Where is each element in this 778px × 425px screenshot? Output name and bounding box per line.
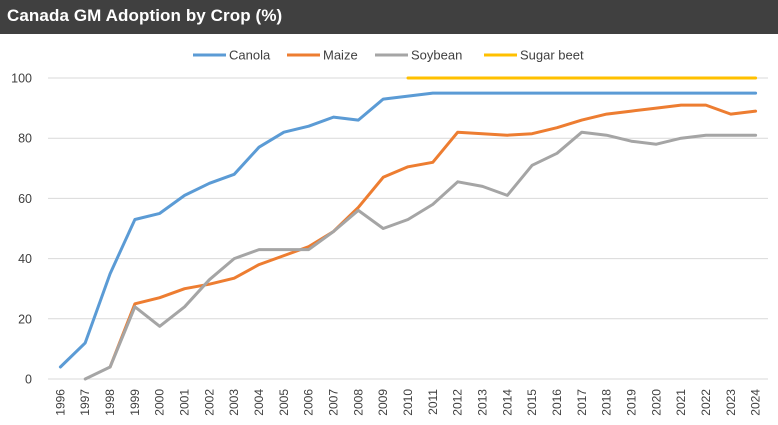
chart-title: Canada GM Adoption by Crop (%) [7,6,283,25]
y-tick-label: 60 [18,192,32,206]
x-tick-label: 2008 [351,389,365,416]
x-tick-label: 2018 [600,389,614,416]
x-tick-label: 1996 [53,389,67,416]
x-tick-label: 1997 [78,389,92,416]
x-tick-label: 2010 [401,389,415,416]
x-tick-label: 2007 [327,389,341,416]
legend-label-canola: Canola [229,48,271,63]
x-tick-label: 2021 [674,389,688,416]
x-tick-label: 2002 [202,389,216,416]
x-tick-label: 2011 [426,389,440,415]
series-lines [58,76,758,381]
x-tick-label: 2022 [699,389,713,416]
legend-label-soybean: Soybean [411,48,462,63]
x-tick-label: 2024 [749,389,763,416]
x-tick-label: 2003 [227,389,241,416]
x-tick-label: 2015 [525,389,539,416]
x-tick-label: 2020 [649,389,663,416]
x-tick-label: 2017 [575,389,589,416]
chart-title-bar: Canada GM Adoption by Crop (%) [0,0,778,34]
legend-label-maize: Maize [323,48,358,63]
y-tick-label: 100 [11,72,32,86]
x-tick-label: 2019 [624,389,638,416]
x-tick-label: 2009 [376,389,390,416]
y-tick-label: 20 [18,312,32,326]
x-tick-label: 2016 [550,389,564,416]
x-tick-label: 1999 [128,389,142,416]
x-tick-label: 2005 [277,389,291,416]
series-line-maize [108,103,758,369]
x-tick-label: 2023 [724,389,738,416]
y-tick-label: 80 [18,132,32,146]
y-tick-label: 0 [25,373,32,387]
series-line-soybean [83,130,758,381]
x-tick-label: 2004 [252,389,266,416]
x-tick-label: 2000 [153,389,167,416]
x-tick-label: 2014 [500,389,514,416]
y-tick-label: 40 [18,252,32,266]
x-axis-tick-labels: 1996 1997 1998 1999 2000 2001 2002 2003 2004 2005… [53,389,762,416]
legend-label-sugar-beet: Sugar beet [520,48,584,63]
series-line-canola [58,91,758,369]
x-tick-label: 2006 [302,389,316,416]
gridlines [48,77,768,380]
x-tick-label: 1998 [103,389,117,416]
line-chart: 0 20 40 60 80 100 1996 1997 1998 1999 2000 2001 200… [11,48,768,416]
legend: Canola Maize Soybean Sugar beet [193,48,584,63]
x-tick-label: 2013 [475,389,489,416]
x-tick-label: 2012 [451,389,465,416]
y-axis-tick-labels: 0 20 40 60 80 100 [11,72,32,387]
x-tick-label: 2001 [178,389,192,416]
